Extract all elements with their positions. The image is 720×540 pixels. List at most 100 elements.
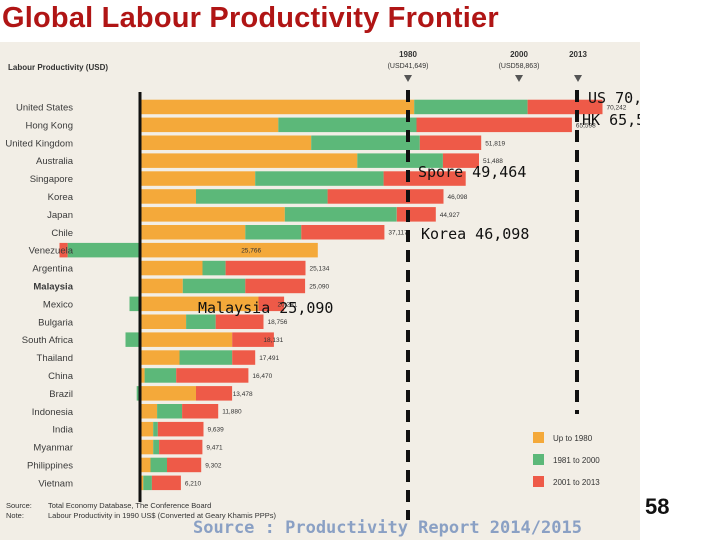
value-label-myanmar: 9,471 [206,445,223,452]
value-label-hong-kong: 65,598 [576,122,596,129]
bar-mexico-up-to-1980 [140,296,259,312]
value-label-mexico: 20,281 [278,301,298,308]
bar-korea-up-to-1980 [140,189,196,204]
category-label-bulgaria: Bulgaria [38,317,74,328]
bar-malaysia-2001-to-2013 [245,278,306,294]
bar-argentina-up-to-1980 [140,260,203,276]
callout-spore-49-464: Spore 49,464 [418,163,526,181]
bar-venezuela-up-to-1980 [140,242,318,258]
stacked-bar-chart: Labour Productivity (USD) United States 70… [5,50,640,520]
y-axis-title: Labour Productivity (USD) [8,63,108,72]
category-label-united-states: United States [16,102,73,113]
bar-japan-1981-to-2000 [284,207,397,222]
value-label-brazil: 13,478 [233,391,253,398]
legend-label-up-to-1980: Up to 1980 [553,434,593,443]
value-label-philippines: 9,302 [205,462,222,469]
value-label-china: 16,470 [252,373,272,380]
bar-china-up-to-1980 [140,368,145,383]
category-label-thailand: Thailand [37,353,73,364]
bar-vietnam-1981-to-2000 [143,475,152,491]
bar-australia-2001-to-2013 [442,153,479,168]
value-label-united-states: 70,242 [607,105,627,112]
bar-mexico-2001-to-2013 [258,296,285,312]
bar-japan-up-to-1980 [140,207,285,222]
bar-indonesia-up-to-1980 [140,404,158,419]
category-label-united-kingdom: United Kingdom [5,138,73,149]
value-label-vietnam: 6,210 [185,480,202,487]
bar-united-kingdom-1981-to-2000 [311,135,420,150]
page-number: 58 [645,494,670,519]
category-label-hong-kong: Hong Kong [25,120,73,131]
source-note: Source : Productivity Report 2014/2015 [193,518,582,538]
category-label-singapore: Singapore [30,174,73,185]
value-label-chile: 37,117 [388,230,408,237]
footnote-label-note: Note: [6,511,24,520]
bar-japan-2001-to-2013 [396,207,436,222]
bar-united-states-1981-to-2000 [414,99,528,115]
bars-layer [59,92,603,502]
bar-australia-1981-to-2000 [357,153,443,168]
value-label-australia: 51,488 [483,158,503,165]
bar-china-1981-to-2000 [144,368,177,383]
category-label-argentina: Argentina [32,264,73,275]
bar-india-2001-to-2013 [157,421,204,437]
bar-singapore-1981-to-2000 [255,171,384,186]
bar-india-1981-to-2000 [153,421,158,437]
marker-year-2000: 2000 [510,50,528,59]
category-label-philippines: Philippines [27,460,73,471]
bar-indonesia-1981-to-2000 [157,404,183,419]
category-label-mexico: Mexico [43,299,73,310]
category-label-malaysia: Malaysia [33,281,73,292]
bar-united-kingdom-up-to-1980 [140,135,312,150]
bar-chile-1981-to-2000 [245,225,302,240]
bar-chile-2001-to-2013 [301,225,385,240]
value-label-india: 9,639 [208,427,225,434]
legend-swatch-2001-to-2013 [533,476,544,487]
bar-hong-kong-2001-to-2013 [416,117,572,133]
callout-hk-65-598: HK 65,598 [582,111,640,129]
category-label-vietnam: Vietnam [38,478,73,489]
category-label-venezuela: Venezuela [29,246,74,257]
bar-philippines-up-to-1980 [140,457,151,473]
value-label-japan: 44,927 [440,212,460,219]
markers-layer: 1980 (USD41,649) 2000 (USD58,863) 2013 [388,50,587,520]
legend-label-2001-to-2013: 2001 to 2013 [553,478,600,487]
bar-china-2001-to-2013 [176,368,249,383]
footnotes: Source: Total Economy Database, The Confe… [6,501,277,520]
marker-year-1980: 1980 [399,50,417,59]
bar-indonesia-2001-to-2013 [182,404,219,419]
marker-arrow-2000 [515,75,523,82]
bar-vietnam-up-to-1980 [140,475,144,491]
callout-malaysia-25-090: Malaysia 25,090 [198,299,333,317]
category-label-myanmar: Myanmar [33,443,73,454]
bar-thailand-1981-to-2000 [179,350,233,365]
bar-myanmar-2001-to-2013 [159,439,203,455]
value-label-south-africa: 18,131 [263,337,283,344]
bar-united-kingdom-2001-to-2013 [419,135,482,150]
bar-brazil-up-to-1980 [140,386,196,401]
footnote-text-1: Labour Productivity in 1990 US$ (Convert… [48,511,277,520]
bar-singapore-2001-to-2013 [383,171,466,186]
bar-venezuela-1981-to-2000 [67,242,140,258]
category-label-australia: Australia [36,156,74,167]
callout-us-70-242: US 70,242 [588,89,640,107]
bar-brazil-2001-to-2013 [196,386,233,401]
bar-venezuela-2001-to-2013 [59,242,68,258]
legend-swatch-up-to-1980 [533,432,544,443]
bar-united-states-up-to-1980 [140,99,415,115]
marker-value-2000: (USD58,863) [499,63,540,70]
value-label-korea: 46,098 [448,194,468,201]
value-label-united-kingdom: 51,819 [485,140,505,147]
value-label-argentina: 25,134 [310,266,330,273]
bar-myanmar-up-to-1980 [140,439,154,455]
marker-year-2013: 2013 [569,50,587,59]
bar-philippines-2001-to-2013 [167,457,202,473]
bar-argentina-2001-to-2013 [225,260,306,276]
bar-bulgaria-2001-to-2013 [215,314,264,329]
legend-swatch-1981-to-2000 [533,454,544,465]
bar-bulgaria-1981-to-2000 [186,314,216,329]
bar-australia-up-to-1980 [140,153,358,168]
labels-layer: Labour Productivity (USD) United States 70… [5,63,626,489]
value-label-malaysia: 25,090 [309,283,329,290]
bar-south-africa-1981-to-2000 [125,332,140,347]
